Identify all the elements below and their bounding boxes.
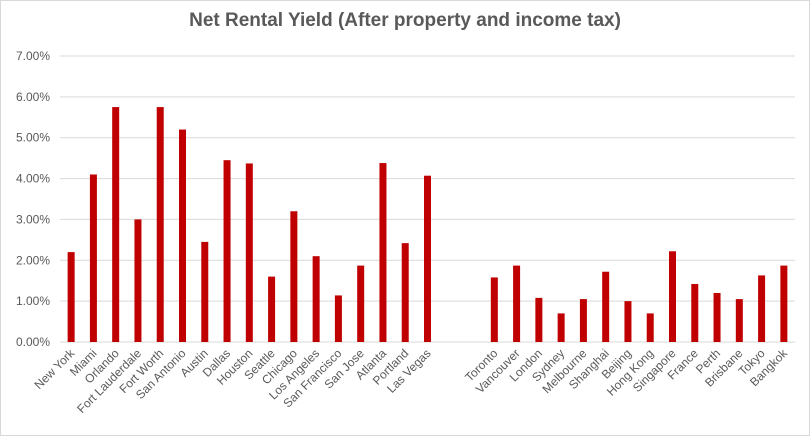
bar (646, 313, 654, 342)
bar (490, 277, 498, 342)
bar (424, 175, 431, 342)
bar (602, 271, 610, 342)
bar (89, 174, 97, 342)
y-tick-label: 0.00% (16, 335, 50, 349)
bar (134, 219, 142, 342)
bar (557, 313, 565, 342)
y-tick-label: 7.00% (16, 49, 50, 63)
bar (735, 299, 743, 342)
y-tick-label: 5.00% (16, 131, 50, 145)
bar (312, 256, 320, 342)
y-tick-label: 2.00% (16, 253, 50, 267)
bar (201, 241, 209, 342)
bar (245, 163, 253, 342)
bar (112, 107, 120, 342)
y-tick-label: 1.00% (16, 294, 50, 308)
bar (357, 265, 365, 342)
bar (624, 301, 632, 342)
bar (758, 275, 766, 342)
y-tick-label: 6.00% (16, 90, 50, 104)
bar (401, 243, 409, 342)
bar (223, 160, 231, 342)
bar (535, 297, 543, 342)
bar (691, 283, 699, 342)
bar (268, 276, 276, 342)
bar (579, 299, 587, 342)
bar (67, 252, 75, 342)
chart-title: Net Rental Yield (After property and inc… (189, 10, 621, 31)
bar (156, 107, 164, 342)
bar (669, 251, 676, 342)
bar (780, 265, 788, 342)
bar (713, 292, 721, 342)
y-tick-label: 4.00% (16, 172, 50, 186)
bar (379, 163, 387, 342)
bar (513, 265, 521, 342)
bar (334, 295, 342, 342)
bar (179, 129, 186, 342)
bar (290, 211, 298, 342)
y-tick-label: 3.00% (16, 212, 50, 226)
